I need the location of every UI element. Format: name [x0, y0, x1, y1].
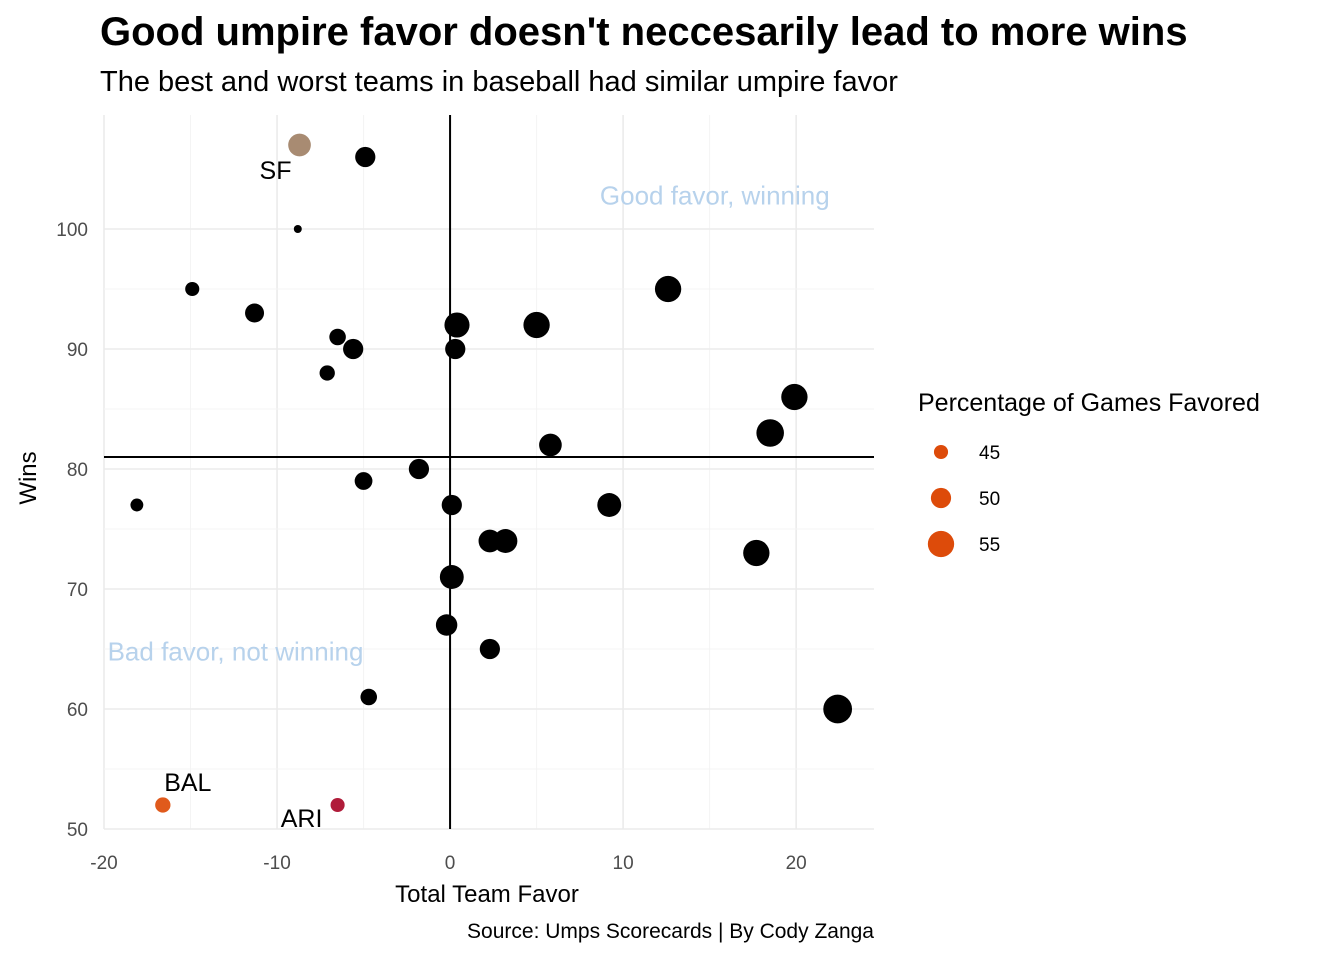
point-bal [155, 797, 171, 813]
legend-key-45 [933, 444, 949, 460]
data-point [329, 328, 346, 346]
x-tick-label: -20 [90, 853, 117, 874]
x-tick-label: 10 [613, 853, 634, 874]
data-point [293, 225, 302, 233]
y-axis-title: Wins [15, 451, 42, 504]
legend-key-50 [930, 487, 952, 509]
chart-subtitle: The best and worst teams in baseball had… [100, 66, 898, 98]
y-tick-label: 50 [67, 820, 88, 841]
data-point [445, 338, 466, 360]
data-point [343, 338, 364, 360]
x-tick-label: -10 [263, 853, 290, 874]
data-point [444, 312, 470, 338]
data-point [523, 311, 550, 339]
data-point [781, 383, 808, 411]
y-tick-label: 100 [56, 220, 88, 241]
data-point [823, 694, 853, 724]
data-point [130, 498, 144, 512]
point-ari [330, 797, 345, 813]
size-legend: Percentage of Games Favored 45 50 55 [918, 389, 1260, 558]
data-point [354, 472, 373, 490]
team-label-bal: BAL [164, 769, 211, 797]
source-caption: Source: Umps Scorecards | By Cody Zanga [467, 920, 874, 943]
data-point [439, 565, 464, 589]
data-point [408, 458, 430, 480]
y-tick-label: 60 [67, 700, 88, 721]
grid-lines [103, 115, 874, 830]
y-tick-label: 80 [67, 460, 88, 481]
team-label-ari: ARI [281, 805, 323, 833]
x-axis-ticks: -20 -10 0 10 20 [90, 853, 806, 874]
data-point [493, 529, 518, 553]
quadrant-annotations: Good favor, winning Bad favor, not winnin… [108, 180, 830, 666]
x-tick-label: 20 [786, 853, 807, 874]
data-point [743, 539, 770, 567]
quadrant-annotation: Bad favor, not winning [108, 636, 364, 666]
data-point [245, 303, 265, 323]
x-axis-title: Total Team Favor [395, 881, 579, 908]
legend-label: 50 [979, 489, 1000, 510]
point-sf [288, 133, 311, 157]
data-point [360, 688, 378, 706]
data-point [435, 614, 458, 636]
data-point [597, 493, 622, 517]
quadrant-annotation: Good favor, winning [600, 180, 830, 210]
legend-label: 55 [979, 535, 1000, 556]
data-point [756, 419, 784, 447]
team-labels: SF BAL ARI [164, 157, 322, 833]
data-point [319, 365, 335, 381]
data-point [539, 433, 562, 457]
y-tick-label: 90 [67, 340, 88, 361]
y-tick-label: 70 [67, 580, 88, 601]
data-point [479, 638, 500, 660]
data-points [130, 133, 853, 813]
reference-lines [104, 115, 874, 829]
data-point [441, 494, 462, 516]
y-axis-ticks: 50 60 70 80 90 100 [56, 220, 88, 841]
legend-key-55 [927, 530, 955, 558]
team-label-sf: SF [260, 157, 292, 185]
legend-label: 45 [979, 443, 1000, 464]
data-point [654, 275, 682, 303]
legend-title: Percentage of Games Favored [918, 389, 1260, 417]
data-point [355, 146, 376, 168]
data-point [185, 281, 200, 297]
x-tick-label: 0 [445, 853, 456, 874]
chart-title: Good umpire favor doesn't neccesarily le… [100, 10, 1188, 54]
